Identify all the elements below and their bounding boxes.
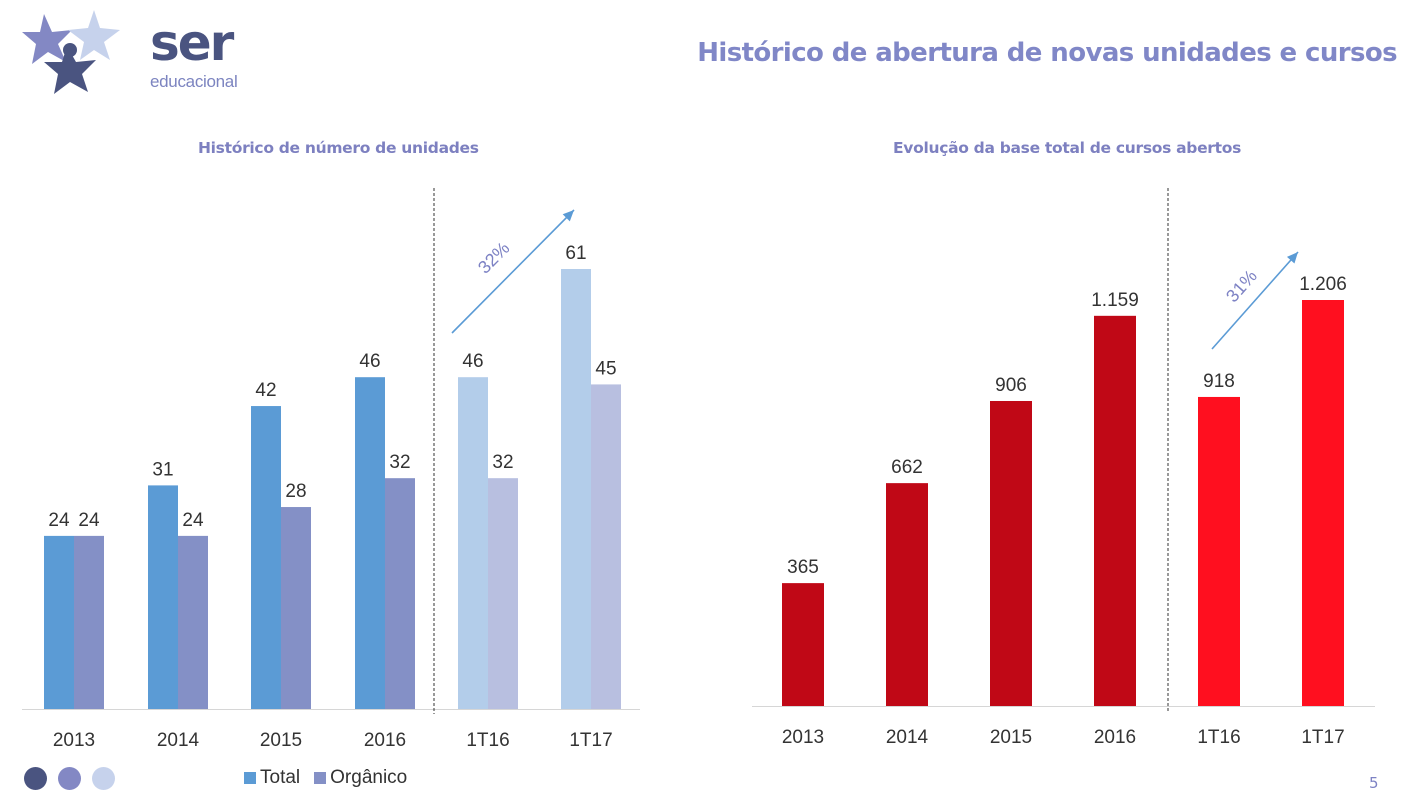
chart-1-data-label: 32 <box>492 452 513 473</box>
chart-1-x-tick-label: 1T16 <box>466 730 509 751</box>
chart-1-arrow-head-icon <box>562 210 574 222</box>
legend-label-organico: Orgânico <box>330 767 408 788</box>
chart-2-title: Evolução da base total de cursos abertos <box>893 139 1242 157</box>
chart-1-bar-orgnico-2014 <box>178 535 208 709</box>
chart-1-bar-total-1t17 <box>561 269 591 709</box>
chart-2-x-tick-label: 2013 <box>782 727 824 748</box>
chart-2-data-label: 1.159 <box>1091 290 1139 311</box>
chart-2-data-label: 662 <box>891 457 923 478</box>
legend-item-total: Total <box>244 767 300 789</box>
chart-1-bar-orgnico-1t17 <box>591 384 621 709</box>
chart-1-data-label: 46 <box>462 351 483 372</box>
page-title: Histórico de abertura de novas unidades … <box>697 38 1397 68</box>
logo-subtext: educacional <box>150 72 238 91</box>
legend-swatch-total <box>244 772 256 784</box>
chart-1-title: Histórico de número de unidades <box>198 139 479 157</box>
chart-2-growth-arrow <box>1211 251 1299 350</box>
chart-1-legend: Total Orgânico <box>244 767 407 789</box>
chart-2-bar-cursos-2015 <box>990 400 1032 706</box>
chart-1-x-tick-label: 2013 <box>53 730 95 751</box>
company-logo: ser educacional <box>22 10 238 95</box>
chart-1-bar-orgnico-2013 <box>74 535 104 709</box>
chart-1-bar-orgnico-2016 <box>385 478 415 709</box>
chart-1-data-label: 42 <box>255 380 276 401</box>
chart-2-data-label: 365 <box>787 557 819 578</box>
chart-1-data-label: 24 <box>182 510 204 531</box>
chart-1-data-label: 61 <box>565 243 586 264</box>
chart-2-x-tick-label: 1T17 <box>1301 727 1344 748</box>
chart-2-bar-cursos-2016 <box>1094 315 1136 706</box>
chart-1-data-label: 24 <box>78 510 100 531</box>
chart-1-data-label: 28 <box>285 481 306 502</box>
logo-wordmark: ser <box>150 14 234 72</box>
chart-1-x-tick-label: 2014 <box>157 730 200 751</box>
chart-2-x-tick-label: 2016 <box>1094 727 1136 748</box>
chart-2-bar-cursos-2014 <box>886 483 928 706</box>
chart-2-data-label: 1.206 <box>1299 274 1347 295</box>
legend-swatch-organico <box>314 772 327 784</box>
chart-1-x-tick-label: 2015 <box>260 730 302 751</box>
decorative-dot-dark <box>24 767 47 790</box>
star-logo-icon <box>22 10 120 94</box>
chart-1-bar-total-2013 <box>44 535 74 709</box>
chart-2-x-tick-label: 2014 <box>886 727 929 748</box>
chart-1-data-label: 24 <box>48 510 70 531</box>
chart-1-x-tick-label: 2016 <box>364 730 406 751</box>
chart-1-x-tick-label: 1T17 <box>569 730 612 751</box>
chart-2-bar-cursos-2013 <box>782 583 824 706</box>
chart-1-data-label: 45 <box>595 358 616 379</box>
chart-2-data-label: 918 <box>1203 371 1235 392</box>
legend-label-total: Total <box>260 767 301 788</box>
slide-dots <box>24 767 115 790</box>
chart-2-bar-cursos-1t16 <box>1198 396 1240 706</box>
chart-1-bar-orgnico-2015 <box>281 507 311 709</box>
chart-1-bar-total-2016 <box>355 377 385 709</box>
chart-1-growth-annotation: 32% <box>474 238 514 278</box>
chart-2-bar-cursos-1t17 <box>1302 300 1344 706</box>
decorative-dot-light <box>92 767 115 790</box>
chart-1-data-label: 46 <box>359 351 380 372</box>
legend-item-organico: Orgânico <box>314 767 407 789</box>
chart-1-data-label: 31 <box>152 459 173 480</box>
page-number: 5 <box>1369 774 1379 792</box>
chart-2-x-tick-label: 2015 <box>990 727 1032 748</box>
chart-1-bar-total-2015 <box>251 406 281 709</box>
chart-2-x-tick-label: 1T16 <box>1197 727 1240 748</box>
chart-1-data-label: 32 <box>389 452 410 473</box>
chart-1-bar-total-2014 <box>148 485 178 709</box>
chart-2-data-label: 906 <box>995 375 1027 396</box>
chart-1-growth-arrow <box>451 209 575 334</box>
chart-2-arrow-head-icon <box>1286 252 1298 264</box>
decorative-dot-medium <box>58 767 81 790</box>
chart-1-bar-total-1t16 <box>458 377 488 709</box>
chart-1-bar-orgnico-1t16 <box>488 478 518 709</box>
